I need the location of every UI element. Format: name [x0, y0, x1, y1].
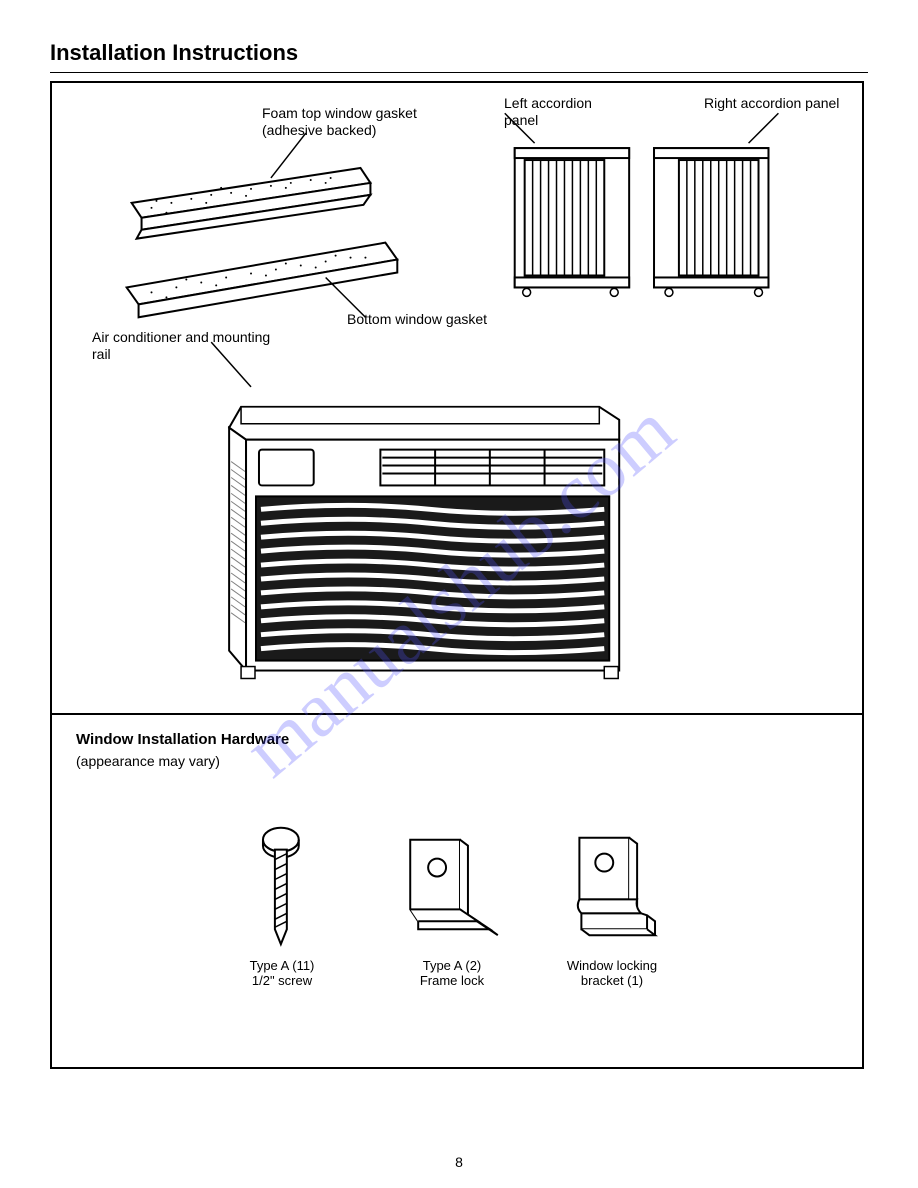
left-accordion-panel — [505, 113, 629, 296]
label-screw: Type A (11)1/2" screw — [212, 958, 352, 988]
label-panel-left: Left accordion panel — [504, 95, 624, 129]
label-bracket-z: Window lockingbracket (1) — [542, 958, 682, 988]
page-number: 8 — [0, 1154, 918, 1170]
content-box: Foam top window gasket(adhesive backed) … — [50, 81, 864, 1069]
label-panel-right: Right accordion panel — [704, 95, 844, 112]
illustrations-svg — [52, 83, 862, 1067]
hardware-title: Window Installation Hardware — [76, 731, 289, 748]
z-bracket-icon — [578, 838, 655, 936]
l-bracket-icon — [410, 840, 498, 936]
hardware-subtitle: (appearance may vary) — [76, 753, 220, 769]
label-ac-unit: Air conditioner and mounting rail — [92, 329, 292, 363]
section-divider — [52, 713, 862, 715]
title-rule — [50, 72, 868, 73]
page-title: Installation Instructions — [50, 40, 868, 66]
label-foam-top: Foam top window gasket(adhesive backed) — [262, 105, 462, 139]
screw-icon — [263, 828, 299, 944]
label-foam-bottom: Bottom window gasket — [347, 311, 527, 328]
ac-top-louvers — [380, 450, 604, 486]
right-accordion-panel — [654, 113, 778, 296]
label-bracket-l: Type A (2)Frame lock — [382, 958, 522, 988]
ac-unit — [211, 342, 619, 678]
foam-bottom-gasket — [127, 243, 398, 318]
page: Installation Instructions — [0, 0, 918, 1188]
foam-top-gasket — [132, 133, 371, 238]
